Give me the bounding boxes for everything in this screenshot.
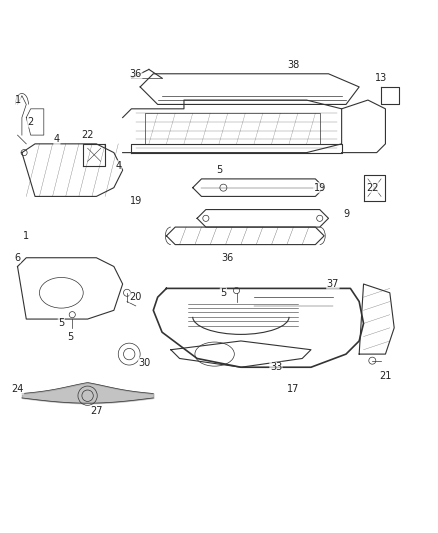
Text: 22: 22	[366, 183, 378, 192]
Text: 1: 1	[14, 95, 21, 105]
Text: 37: 37	[327, 279, 339, 289]
Text: 5: 5	[58, 318, 64, 328]
Text: 27: 27	[90, 406, 102, 416]
Text: 5: 5	[67, 332, 73, 342]
Text: 13: 13	[375, 73, 387, 83]
Text: 33: 33	[270, 362, 282, 372]
Text: 38: 38	[287, 60, 300, 70]
Text: 36: 36	[130, 69, 142, 79]
Text: 9: 9	[343, 209, 349, 219]
Text: 19: 19	[314, 183, 326, 192]
Text: 5: 5	[216, 165, 222, 175]
Text: 21: 21	[379, 371, 392, 381]
Text: 17: 17	[287, 384, 300, 394]
Text: 5: 5	[220, 288, 226, 298]
Text: 30: 30	[138, 358, 151, 368]
Text: 20: 20	[130, 292, 142, 302]
Text: 24: 24	[11, 384, 24, 394]
Text: 22: 22	[81, 130, 94, 140]
Text: 1: 1	[23, 231, 29, 241]
Text: 36: 36	[222, 253, 234, 263]
Text: 19: 19	[130, 196, 142, 206]
Text: 2: 2	[28, 117, 34, 127]
Text: 4: 4	[115, 161, 121, 171]
Text: 6: 6	[14, 253, 21, 263]
Text: 4: 4	[54, 134, 60, 144]
